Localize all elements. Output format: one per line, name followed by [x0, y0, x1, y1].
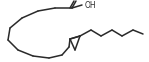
Text: OH: OH [85, 0, 97, 9]
